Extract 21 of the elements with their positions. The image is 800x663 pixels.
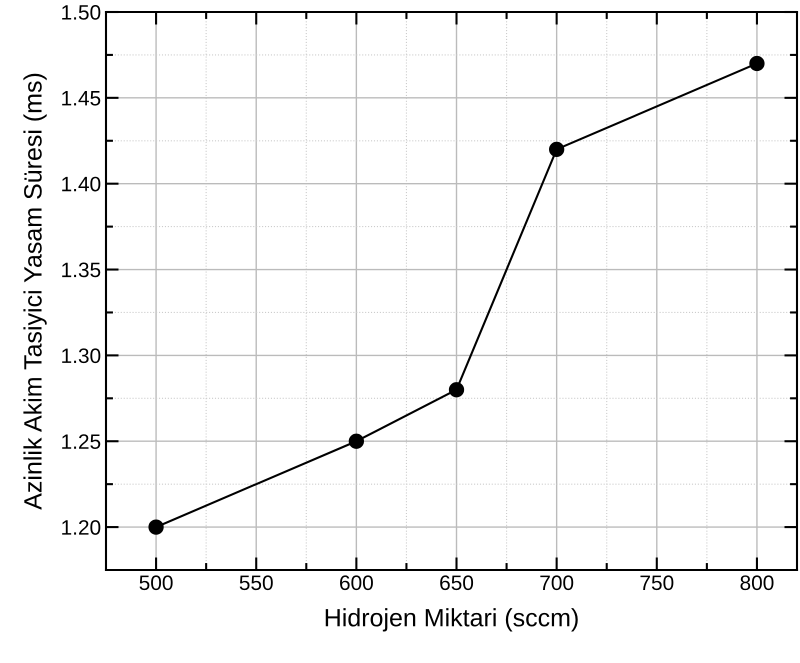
x-axis-title: Hidrojen Miktari (sccm) [326,608,578,632]
y-tick-label: 1.20 [62,520,100,535]
x-tick-label: 600 [340,575,373,590]
point [348,434,364,449]
point [148,519,164,535]
x-tick-label: 650 [440,575,474,590]
point [749,56,765,72]
x-tick-label: 800 [740,575,774,590]
point [448,382,464,398]
y-tick-label: 1.45 [62,91,100,106]
x-tick-label: 500 [140,575,173,590]
y-tick-label: 1.35 [62,262,100,278]
y-tick-label: 1.50 [62,5,100,20]
x-tick-label: 550 [240,575,273,590]
x-tick-label: 750 [640,575,674,590]
y-tick-label: 1.30 [62,348,100,364]
y-tick-label: 1.25 [62,434,100,449]
point [549,142,564,157]
y-tick-label: 1.40 [62,176,100,192]
y-axis-title: Azinlik Akim Tasiyici Yasam Süresi (ms) [23,74,47,510]
x-tick-label: 700 [540,575,574,590]
